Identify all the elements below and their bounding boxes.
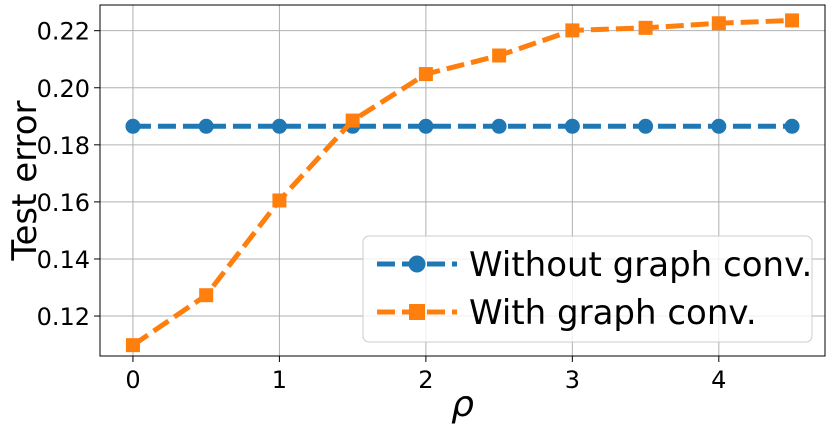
- y-tick-label: 0.18: [37, 132, 90, 160]
- data-point: [418, 118, 434, 134]
- data-point: [125, 338, 140, 353]
- legend-label: Without graph conv.: [469, 245, 812, 285]
- data-point: [491, 118, 507, 134]
- x-axis-ticks: 0 1 2 3 4: [125, 356, 726, 394]
- y-tick-label: 0.12: [37, 303, 90, 331]
- y-tick-label: 0.16: [37, 189, 90, 217]
- plot-frame: [99, 4, 826, 357]
- x-tick-label: 2: [418, 366, 433, 394]
- data-point: [271, 118, 287, 134]
- y-axis-ticks: 0.12 0.14 0.16 0.18 0.20 0.22: [37, 18, 100, 331]
- legend: Without graph conv. With graph conv.: [362, 235, 813, 343]
- legend-box: [362, 235, 813, 343]
- x-axis-label: ρ: [451, 384, 474, 425]
- data-point: [565, 23, 580, 38]
- legend-entry: Without graph conv.: [377, 245, 812, 285]
- data-point: [785, 13, 800, 28]
- y-tick-label: 0.14: [37, 246, 90, 274]
- data-point: [638, 118, 654, 134]
- data-point: [198, 118, 214, 134]
- legend-label: With graph conv.: [469, 293, 757, 333]
- data-point: [345, 113, 360, 128]
- data-point: [272, 193, 287, 208]
- data-point: [418, 67, 433, 82]
- series-1: [125, 13, 800, 353]
- x-tick-label: 0: [125, 366, 140, 394]
- data-point: [784, 118, 800, 134]
- x-tick-label: 1: [272, 366, 287, 394]
- x-tick-label: 4: [711, 366, 726, 394]
- x-tick-label: 3: [565, 366, 580, 394]
- data-point: [564, 118, 580, 134]
- series-line: [131, 17, 793, 348]
- data-point: [638, 20, 653, 35]
- y-axis-label: Test error: [5, 100, 45, 261]
- data-point: [711, 16, 726, 31]
- data-point: [492, 48, 507, 63]
- legend-marker: [409, 304, 425, 320]
- series-0: [125, 118, 800, 134]
- data-point: [199, 288, 214, 303]
- data-point: [711, 118, 727, 134]
- legend-marker: [408, 255, 426, 273]
- y-tick-label: 0.22: [37, 18, 90, 46]
- y-tick-label: 0.20: [37, 75, 90, 103]
- legend-entry: With graph conv.: [377, 293, 757, 333]
- series-layer: [125, 13, 800, 353]
- data-point: [125, 118, 141, 134]
